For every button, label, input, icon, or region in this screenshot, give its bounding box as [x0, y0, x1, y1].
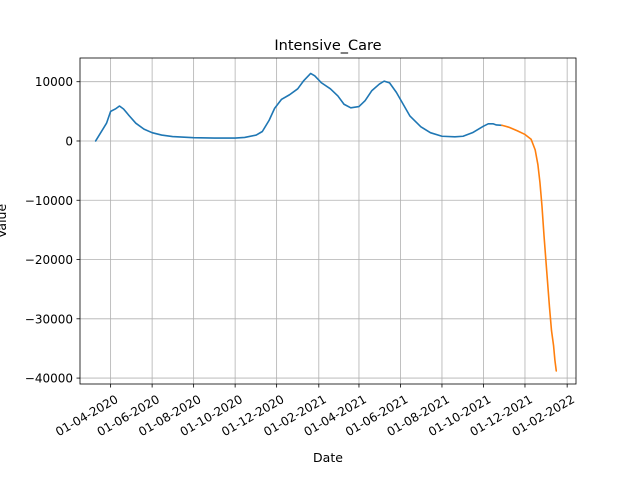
x-axis-label: Date [313, 450, 343, 465]
series-line-2 [501, 124, 558, 372]
chart-title: Intensive_Care [274, 38, 381, 54]
plot-frame [79, 57, 577, 385]
y-tick-label: 10000 [35, 75, 73, 89]
y-tick-label: −20000 [25, 253, 73, 267]
series-line-1 [94, 72, 503, 142]
y-tick-label: −30000 [25, 312, 73, 326]
y-tick-label: −40000 [25, 372, 73, 386]
y-axis: 10000 0 −10000 −20000 −30000 −40000 [25, 75, 80, 386]
grid-lines [80, 58, 576, 384]
y-tick-label: 0 [65, 134, 73, 148]
y-tick-label: −10000 [25, 194, 73, 208]
y-axis-label: Value [0, 204, 9, 239]
series-layer [94, 72, 558, 372]
